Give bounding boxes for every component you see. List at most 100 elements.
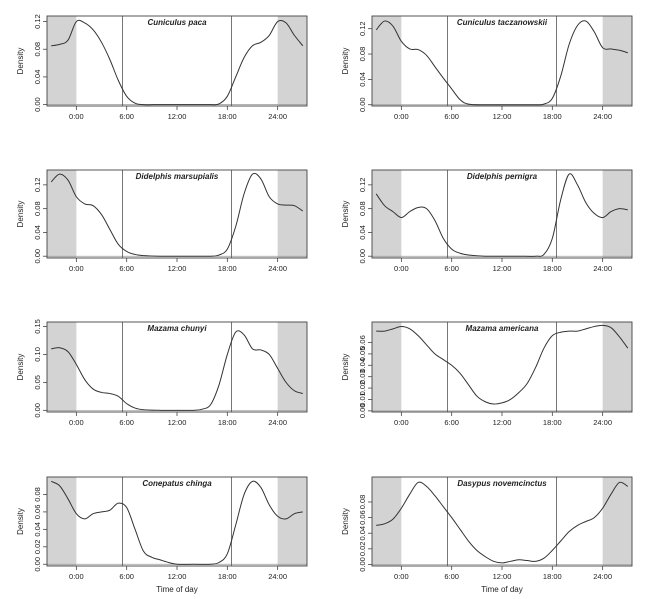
density-panel: Didelphis marsupialis 0.00 0.04 0.08 0.12 Den…	[16, 169, 308, 273]
y-tick-label: 0.00	[358, 557, 367, 572]
x-tick-label: 12:00	[168, 112, 187, 121]
x-tick-label: 6:00	[444, 112, 459, 121]
y-tick-label: 0.00	[33, 403, 42, 418]
y-tick-label: 0.12	[358, 178, 367, 193]
density-curve	[375, 173, 628, 257]
y-tick-label: 0.04	[358, 526, 367, 541]
x-tick-label: 18:00	[218, 112, 237, 121]
density-curve	[51, 330, 303, 411]
y-tick-label: 0.06	[358, 335, 367, 350]
y-tick-label: 0.15	[33, 319, 42, 334]
x-tick-label: 6:00	[119, 418, 134, 427]
plot-frame	[46, 15, 308, 107]
density-curve	[376, 324, 629, 405]
x-tick-label: 12:00	[168, 572, 187, 581]
x-tick-label: 18:00	[543, 418, 562, 427]
x-tick-label: 12:00	[493, 112, 512, 121]
night-shading	[277, 170, 307, 258]
y-tick-label: 0.03	[358, 369, 367, 384]
x-tick-label: 18:00	[218, 418, 237, 427]
x-tick-label: 24:00	[593, 418, 612, 427]
x-tick-label: 0:00	[69, 112, 84, 121]
y-axis-label: Density	[341, 508, 350, 535]
density-panel: Dasypus novemcinctus 0.000.020.040.060.08…	[341, 476, 633, 594]
plot-frame	[371, 169, 633, 259]
x-tick-label: 24:00	[268, 264, 287, 273]
y-tick-label: 0.02	[358, 542, 367, 557]
panel-title: Dasypus novemcinctus	[457, 479, 547, 488]
x-tick-label: 12:00	[168, 264, 187, 273]
y-axis-label: Density	[16, 201, 25, 228]
night-shading	[602, 322, 632, 412]
panel-title: Cuniculus paca	[147, 18, 207, 27]
density-curve	[375, 20, 628, 106]
x-tick-label: 24:00	[268, 112, 287, 121]
plot-frame	[371, 321, 633, 413]
y-tick-label: 0.00	[358, 249, 367, 264]
plot-frame	[46, 476, 308, 567]
y-axis-label: Density	[341, 48, 350, 75]
density-curve	[50, 172, 304, 257]
panel-title: Cuniculus taczanowskii	[457, 18, 548, 27]
night-shading	[602, 477, 632, 566]
y-axis-label: Density	[341, 201, 350, 228]
y-tick-label: 0.01	[358, 392, 367, 407]
y-tick-label: 0.04	[358, 72, 367, 87]
night-shading	[277, 477, 307, 566]
x-tick-label: 6:00	[444, 418, 459, 427]
y-tick-label: 0.04	[358, 225, 367, 240]
x-tick-label: 0:00	[394, 572, 409, 581]
x-tick-label: 12:00	[493, 418, 512, 427]
x-tick-label: 24:00	[593, 112, 612, 121]
density-curve	[50, 480, 303, 565]
density-curve	[376, 481, 629, 564]
y-axis-label: Density	[16, 354, 25, 381]
y-tick-label: 0.04	[33, 225, 42, 240]
y-tick-label: 0.04	[33, 70, 42, 85]
night-shading	[602, 170, 632, 258]
night-shading	[277, 322, 307, 412]
y-tick-label: 0.00	[358, 97, 367, 112]
density-panel: Cuniculus paca 0.00 0.04 0.08 0.12 Density 0:0…	[16, 14, 308, 121]
y-tick-label: 0.02	[358, 381, 367, 396]
night-shading	[602, 16, 632, 106]
y-tick-label: 0.00	[33, 557, 42, 572]
x-tick-label: 12:00	[493, 264, 512, 273]
plot-frame	[371, 476, 633, 567]
density-panel: Conepatus chinga 0.00 0.02 0.04 0.06 0.08 Dens…	[16, 476, 308, 594]
x-tick-label: 12:00	[493, 572, 512, 581]
y-tick-label: 0.12	[33, 178, 42, 193]
density-panel: Cuniculus taczanowskii 0.00 0.04 0.08 0.12 De…	[341, 15, 633, 121]
y-tick-label: 0.08	[33, 201, 42, 216]
x-axis-label: Time of day	[156, 585, 198, 594]
x-tick-label: 0:00	[394, 418, 409, 427]
x-tick-label: 12:00	[168, 418, 187, 427]
y-tick-label: 0.08	[358, 47, 367, 62]
y-tick-label: 0.05	[358, 347, 367, 362]
density-panel: Didelphis pernigra 0.00 0.04 0.08 0.12 Densit…	[341, 169, 633, 273]
x-tick-label: 0:00	[394, 112, 409, 121]
y-tick-label: 0.08	[358, 201, 367, 216]
x-tick-label: 18:00	[543, 572, 562, 581]
y-tick-label: 0.10	[33, 347, 42, 362]
x-tick-label: 24:00	[268, 418, 287, 427]
x-tick-label: 18:00	[543, 112, 562, 121]
y-tick-label: 0.12	[33, 14, 42, 29]
night-shading	[47, 16, 77, 106]
x-tick-label: 6:00	[444, 264, 459, 273]
panel-title: Didelphis marsupialis	[136, 172, 219, 181]
y-tick-label: 0.04	[358, 358, 367, 373]
y-tick-label: 0.04	[33, 522, 42, 537]
x-axis-label: Time of day	[481, 585, 523, 594]
night-shading	[372, 16, 402, 106]
density-curve	[51, 19, 304, 106]
density-panel: Mazama americana 0.000.010.020.030.040.05…	[341, 321, 633, 427]
x-tick-label: 6:00	[119, 112, 134, 121]
x-tick-label: 24:00	[593, 264, 612, 273]
panel-title: Mazama chunyi	[147, 324, 207, 333]
x-tick-label: 18:00	[543, 264, 562, 273]
y-tick-label: 0.08	[33, 42, 42, 57]
x-tick-label: 6:00	[119, 264, 134, 273]
x-tick-label: 0:00	[69, 264, 84, 273]
